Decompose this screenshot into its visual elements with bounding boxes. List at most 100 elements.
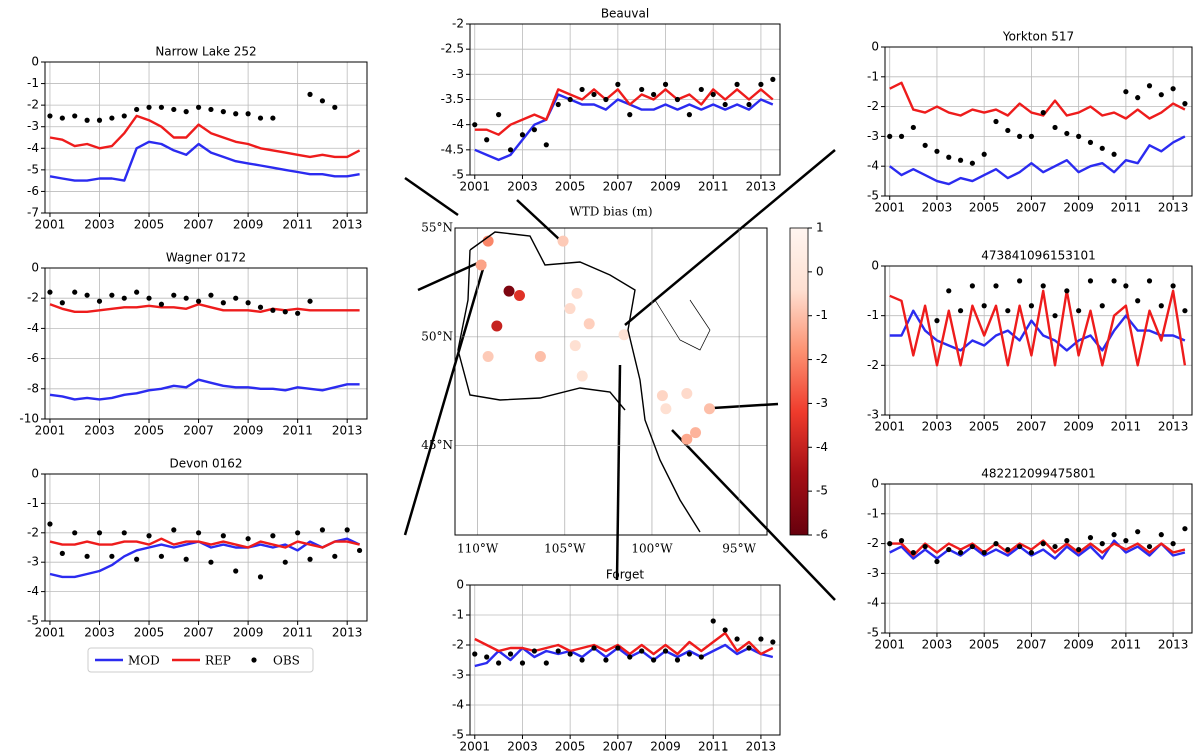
x-tick-label: 2007 (603, 740, 634, 752)
site-point (513, 289, 525, 301)
obs-point (1170, 541, 1176, 547)
obs-point (591, 645, 597, 651)
x-tick-label: 2005 (134, 424, 165, 438)
obs-point (158, 301, 165, 307)
series-line (474, 88, 774, 136)
obs-point (969, 283, 975, 289)
obs-point (1076, 133, 1082, 139)
obs-point (651, 657, 657, 663)
obs-point (1170, 283, 1176, 289)
x-tick-label: 2003 (922, 201, 953, 215)
obs-point (1087, 139, 1094, 145)
y-tick-label: -4 (452, 698, 464, 712)
obs-point (171, 292, 177, 298)
obs-point (910, 124, 916, 131)
obs-point (1182, 526, 1188, 532)
x-tick-label: 2003 (84, 626, 115, 640)
obs-point (257, 304, 264, 310)
obs-point (208, 559, 214, 565)
map-title: WTD bias (m) (569, 205, 652, 219)
y-tick-label: -2 (867, 99, 879, 113)
obs-point (993, 541, 999, 547)
obs-point (1017, 278, 1023, 284)
obs-point (245, 536, 251, 542)
obs-point (1064, 288, 1070, 294)
y-tick-label: -2 (27, 525, 39, 539)
site-point (583, 318, 595, 330)
obs-point (496, 112, 502, 118)
lon-label: 100°W (631, 542, 673, 556)
y-tick-label: -1 (867, 506, 879, 520)
obs-point (898, 538, 905, 544)
x-tick-label: 2001 (35, 218, 66, 232)
x-tick-label: 2011 (698, 180, 729, 194)
obs-point (710, 618, 716, 624)
x-tick-label: 2009 (650, 740, 681, 752)
obs-point (319, 527, 326, 533)
x-tick-label: 2013 (746, 740, 777, 752)
colorbar-label: -5 (816, 484, 828, 498)
y-tick-label: 0 (871, 477, 879, 491)
site-point (656, 390, 668, 402)
obs-point (519, 660, 526, 666)
site-point (534, 350, 546, 362)
obs-point (1111, 278, 1117, 284)
obs-point (220, 533, 226, 539)
connector (671, 429, 836, 601)
obs-point (507, 147, 514, 153)
x-tick-label: 2003 (84, 218, 115, 232)
obs-point (307, 298, 313, 304)
panel-title: Wagner 0172 (166, 251, 246, 265)
x-tick-label: 2013 (1158, 638, 1189, 652)
obs-point (158, 104, 165, 110)
obs-point (734, 81, 740, 87)
lon-label: 110°W (457, 542, 499, 556)
x-tick-label: 2009 (233, 626, 264, 640)
series-line (889, 539, 1186, 557)
panel-title: Beauval (601, 7, 649, 21)
legend-label: REP (205, 654, 231, 668)
x-tick-label: 2013 (332, 424, 363, 438)
series-line (49, 537, 360, 549)
plot-frame (44, 473, 368, 622)
obs-point (746, 101, 752, 108)
x-tick-label: 2013 (332, 626, 363, 640)
obs-point (208, 292, 214, 298)
obs-point (567, 651, 573, 657)
y-tick-label: -5 (27, 614, 39, 628)
obs-point (1135, 298, 1141, 304)
obs-point (121, 530, 127, 536)
obs-point (72, 113, 78, 119)
obs-point (910, 549, 916, 556)
y-tick-label: -2.5 (441, 42, 464, 56)
obs-point (121, 295, 127, 301)
obs-point (1111, 532, 1117, 538)
x-tick-label: 2013 (1158, 420, 1189, 434)
obs-point (555, 101, 561, 108)
series-line (474, 93, 774, 162)
y-tick-label: -1 (27, 76, 39, 90)
obs-point (1146, 543, 1153, 550)
obs-point (993, 118, 999, 125)
obs-point (484, 654, 490, 660)
y-tick-label: 0 (456, 578, 464, 592)
plot-frame (884, 46, 1193, 197)
connector (417, 260, 481, 292)
y-tick-label: -2 (867, 358, 879, 372)
obs-point (47, 113, 53, 119)
obs-point (1182, 101, 1188, 107)
site-point (482, 350, 494, 362)
x-tick-label: 2013 (1158, 201, 1189, 215)
series-line (49, 140, 360, 182)
obs-point (531, 648, 537, 654)
obs-point (109, 115, 115, 121)
obs-point (686, 651, 692, 657)
obs-point (686, 112, 692, 118)
y-tick-label: -1 (452, 608, 464, 622)
colorbar-label: -2 (816, 352, 828, 366)
colorbar-label: -4 (816, 440, 828, 454)
map-panel: WTD bias (m) 55°N 50°N 45°N 110°W 105°W 100°W 9… (421, 205, 828, 556)
obs-point (59, 300, 65, 306)
